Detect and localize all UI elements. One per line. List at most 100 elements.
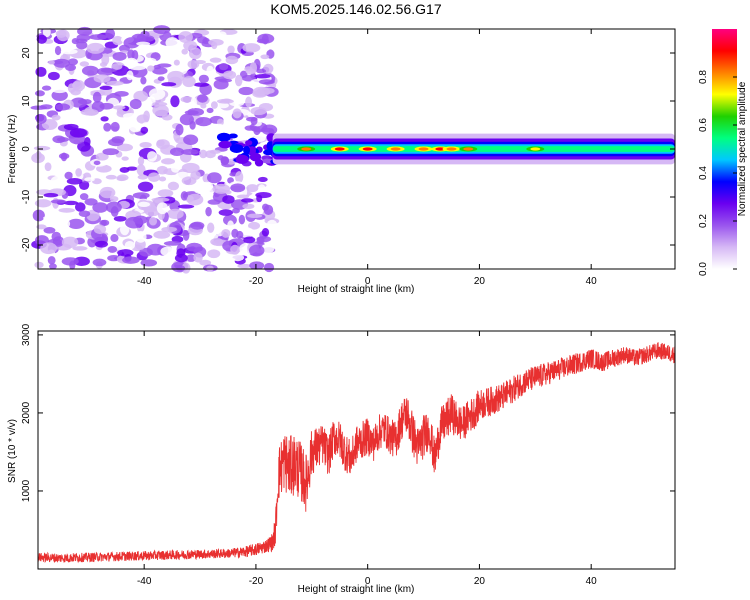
snr-panel: -40 -20 0 20 40 1000 2000 3000 Height of strai… [7, 323, 676, 595]
noise-blob [209, 234, 219, 239]
noise-blob [43, 79, 55, 84]
noise-blob [210, 237, 224, 246]
noise-blob [182, 76, 196, 88]
x-tick-label: 0 [365, 576, 371, 587]
noise-blob [105, 28, 116, 39]
noise-blob [134, 231, 147, 243]
snr-line [38, 342, 675, 564]
noise-blob [112, 105, 126, 110]
noise-blob [92, 91, 102, 103]
transition-blob [263, 149, 274, 156]
noise-blob [241, 198, 254, 203]
noise-blob [178, 31, 193, 43]
noise-blob [105, 174, 117, 180]
noise-blob [207, 249, 221, 259]
noise-blob [256, 68, 267, 74]
noise-blob [109, 196, 119, 202]
noise-blob [248, 221, 261, 230]
noise-blob [219, 62, 229, 71]
noise-blob [84, 198, 98, 206]
noise-blob [180, 96, 194, 103]
noise-blob [262, 203, 269, 211]
noise-blob [175, 123, 184, 136]
noise-blob [147, 151, 158, 162]
y-tick-label: 0 [21, 146, 32, 152]
noise-blob [204, 150, 216, 159]
noise-blob [127, 49, 135, 60]
noise-blob [100, 68, 116, 73]
noise-blob [197, 94, 208, 103]
noise-blob [41, 46, 51, 52]
colorbar-ticks: 0.0 0.2 0.4 0.6 0.8 [698, 70, 737, 276]
transition-blob [218, 140, 232, 149]
noise-blob [52, 87, 67, 94]
noise-blob [40, 242, 58, 255]
noise-blob [255, 192, 272, 199]
transition-blob [251, 154, 258, 162]
noise-blob [236, 230, 244, 239]
noise-blob [140, 76, 147, 85]
noise-blob [250, 106, 267, 116]
snr-y-axis-label: SNR (10 * v/v) [7, 419, 18, 483]
noise-blob [188, 47, 202, 60]
noise-blob [177, 204, 195, 209]
noise-blob [153, 25, 171, 35]
noise-blob [180, 149, 199, 155]
noise-blob [161, 82, 177, 87]
noise-blob [149, 216, 158, 226]
noise-blob [160, 246, 175, 257]
noise-blob [36, 224, 47, 230]
noise-blob [237, 263, 252, 269]
noise-blob [235, 171, 244, 184]
noise-blob [176, 265, 186, 272]
noise-blob [99, 102, 114, 110]
noise-blob [58, 207, 75, 213]
noise-blob [129, 124, 142, 133]
noise-blob [60, 48, 78, 55]
transition-blob [216, 132, 231, 142]
noise-blob [242, 203, 255, 209]
transition-blob [235, 154, 249, 164]
x-tick-label: 20 [474, 276, 486, 287]
noise-blob [67, 218, 85, 229]
noise-blob [230, 244, 240, 255]
noise-blob [76, 34, 91, 42]
x-tick-label: 40 [586, 276, 598, 287]
noise-blob [51, 114, 61, 121]
snr-y-ticks: 1000 2000 3000 [21, 323, 675, 502]
noise-blob [33, 145, 51, 151]
noise-blob [206, 65, 214, 76]
noise-blob [107, 246, 118, 253]
transition-blob [245, 140, 253, 146]
noise-blob [216, 31, 227, 38]
noise-blob [242, 43, 261, 53]
noise-blob [193, 252, 203, 263]
noise-blob [67, 58, 79, 66]
noise-blob [193, 82, 210, 87]
noise-blob [152, 104, 169, 117]
noise-blob [136, 41, 151, 46]
noise-blob [50, 199, 67, 204]
noise-blob [99, 61, 108, 68]
noise-blob [42, 138, 49, 144]
noise-blob [184, 110, 199, 116]
noise-blob [43, 226, 56, 234]
noise-blob [247, 213, 263, 218]
noise-blob [53, 58, 71, 68]
noise-blob [116, 174, 129, 181]
noise-blob [35, 66, 47, 77]
noise-blob [56, 29, 70, 42]
noise-blob [94, 240, 109, 248]
noise-blob [54, 45, 62, 56]
noise-blob [92, 202, 109, 213]
noise-blob [236, 194, 250, 199]
noise-blob [200, 103, 207, 109]
noise-blob [116, 143, 133, 152]
noise-blob [143, 110, 150, 122]
noise-blob [52, 236, 65, 247]
noise-blob [111, 63, 123, 70]
transition-blob [243, 145, 251, 155]
carrier-peak-core [301, 147, 312, 151]
noise-blob [63, 200, 79, 206]
noise-blob [99, 85, 113, 90]
